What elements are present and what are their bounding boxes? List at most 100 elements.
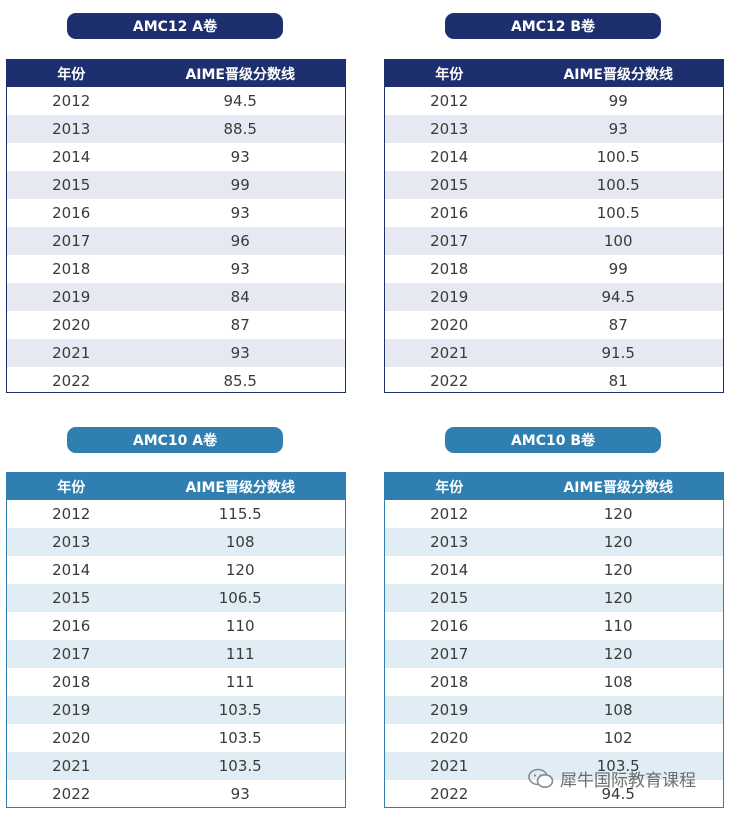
- table-row: 2019 84: [7, 283, 345, 311]
- table-row: 2017 96: [7, 227, 345, 255]
- cell-score: 103.5: [218, 757, 262, 775]
- cell-score: 103.5: [218, 701, 262, 719]
- cell-score: 120: [603, 533, 633, 551]
- cell-score: 84: [230, 288, 250, 306]
- cell-score: 106.5: [218, 589, 262, 607]
- table-row: 2013 88.5: [7, 115, 345, 143]
- score-table: 年份 AIME晋级分数线 2012 115.5 2013 108 2014 120 2015…: [6, 472, 346, 808]
- cell-year: 2017: [52, 232, 91, 250]
- cell-year: 2016: [430, 204, 469, 222]
- cell-score: 100: [603, 232, 633, 250]
- cell-year: 2022: [430, 785, 469, 803]
- cell-year: 2012: [430, 505, 469, 523]
- header-year: 年份: [57, 479, 86, 496]
- table-row: 2014 100.5: [385, 143, 723, 171]
- table-row: 2022 85.5: [7, 367, 345, 395]
- cell-score: 93: [608, 120, 628, 138]
- table-row: 2018 93: [7, 255, 345, 283]
- cell-score: 120: [603, 645, 633, 663]
- cell-year: 2022: [52, 372, 91, 390]
- cell-score: 108: [603, 701, 633, 719]
- cell-score: 85.5: [223, 372, 257, 390]
- cell-year: 2015: [430, 589, 469, 607]
- score-table: 年份 AIME晋级分数线 2012 94.5 2013 88.5 2014 93 2015 9…: [6, 59, 346, 393]
- cell-year: 2020: [52, 316, 91, 334]
- table-row: 2012 120: [385, 500, 723, 528]
- table-row: 2021 103.5: [385, 752, 723, 780]
- table-row: 2022 93: [7, 780, 345, 808]
- table-row: 2014 93: [7, 143, 345, 171]
- header-year: 年份: [435, 66, 464, 83]
- cell-score: 111: [225, 673, 255, 691]
- header-score: AIME晋级分数线: [185, 66, 295, 83]
- cell-score: 93: [230, 148, 250, 166]
- table-row: 2018 108: [385, 668, 723, 696]
- cell-score: 99: [230, 176, 250, 194]
- cell-score: 94.5: [223, 92, 257, 110]
- cell-year: 2017: [430, 645, 469, 663]
- cell-score: 93: [230, 785, 250, 803]
- cell-score: 115.5: [218, 505, 262, 523]
- table-header: 年份 AIME晋级分数线: [385, 473, 723, 500]
- table-row: 2013 93: [385, 115, 723, 143]
- table-row: 2019 103.5: [7, 696, 345, 724]
- table-header: 年份 AIME晋级分数线: [7, 60, 345, 87]
- cell-year: 2020: [430, 729, 469, 747]
- cell-score: 88.5: [223, 120, 257, 138]
- table-row: 2016 93: [7, 199, 345, 227]
- table-row: 2015 100.5: [385, 171, 723, 199]
- cell-year: 2021: [430, 344, 469, 362]
- cell-year: 2022: [430, 372, 469, 390]
- cell-score: 91.5: [601, 344, 635, 362]
- cell-score: 100.5: [596, 148, 640, 166]
- watermark-text: 犀牛国际教育课程: [560, 771, 696, 791]
- cell-score: 103.5: [596, 757, 640, 775]
- header-score: AIME晋级分数线: [563, 66, 673, 83]
- table-header: 年份 AIME晋级分数线: [385, 60, 723, 87]
- table-row: 2019 108: [385, 696, 723, 724]
- cell-year: 2017: [52, 645, 91, 663]
- table-row: 2017 120: [385, 640, 723, 668]
- cell-year: 2013: [52, 120, 91, 138]
- table-row: 2013 120: [385, 528, 723, 556]
- table-row: 2012 99: [385, 87, 723, 115]
- cell-score: 110: [225, 617, 255, 635]
- cell-year: 2012: [430, 92, 469, 110]
- cell-score: 103.5: [218, 729, 262, 747]
- cell-score: 94.5: [601, 288, 635, 306]
- cell-year: 2015: [52, 176, 91, 194]
- cell-year: 2012: [52, 505, 91, 523]
- table-row: 2018 99: [385, 255, 723, 283]
- cell-year: 2013: [52, 533, 91, 551]
- table-row: 2016 110: [385, 612, 723, 640]
- table-row: 2020 103.5: [7, 724, 345, 752]
- table-row: 2014 120: [7, 556, 345, 584]
- table-row: 2015 106.5: [7, 584, 345, 612]
- table-row: 2021 93: [7, 339, 345, 367]
- cell-score: 87: [230, 316, 250, 334]
- table-row: 2017 111: [7, 640, 345, 668]
- table-row: 2014 120: [385, 556, 723, 584]
- cell-year: 2015: [430, 176, 469, 194]
- cell-year: 2013: [430, 120, 469, 138]
- header-score: AIME晋级分数线: [563, 479, 673, 496]
- cell-year: 2016: [52, 204, 91, 222]
- header-score: AIME晋级分数线: [185, 479, 295, 496]
- cell-year: 2018: [52, 260, 91, 278]
- score-table: 年份 AIME晋级分数线 2012 120 2013 120 2014 120 2015 12…: [384, 472, 724, 808]
- table-row: 2017 100: [385, 227, 723, 255]
- cell-score: 108: [225, 533, 255, 551]
- cell-year: 2019: [52, 288, 91, 306]
- table-row: 2013 108: [7, 528, 345, 556]
- cell-year: 2017: [430, 232, 469, 250]
- cell-year: 2021: [52, 344, 91, 362]
- cell-year: 2014: [52, 148, 91, 166]
- table-title: AMC10 A卷: [67, 427, 283, 453]
- cell-score: 99: [608, 260, 628, 278]
- table-row: 2012 115.5: [7, 500, 345, 528]
- table-title: AMC10 B卷: [445, 427, 661, 453]
- cell-score: 100.5: [596, 204, 640, 222]
- cell-score: 111: [225, 645, 255, 663]
- cell-year: 2020: [430, 316, 469, 334]
- watermark: 犀牛国际教育课程: [528, 766, 696, 791]
